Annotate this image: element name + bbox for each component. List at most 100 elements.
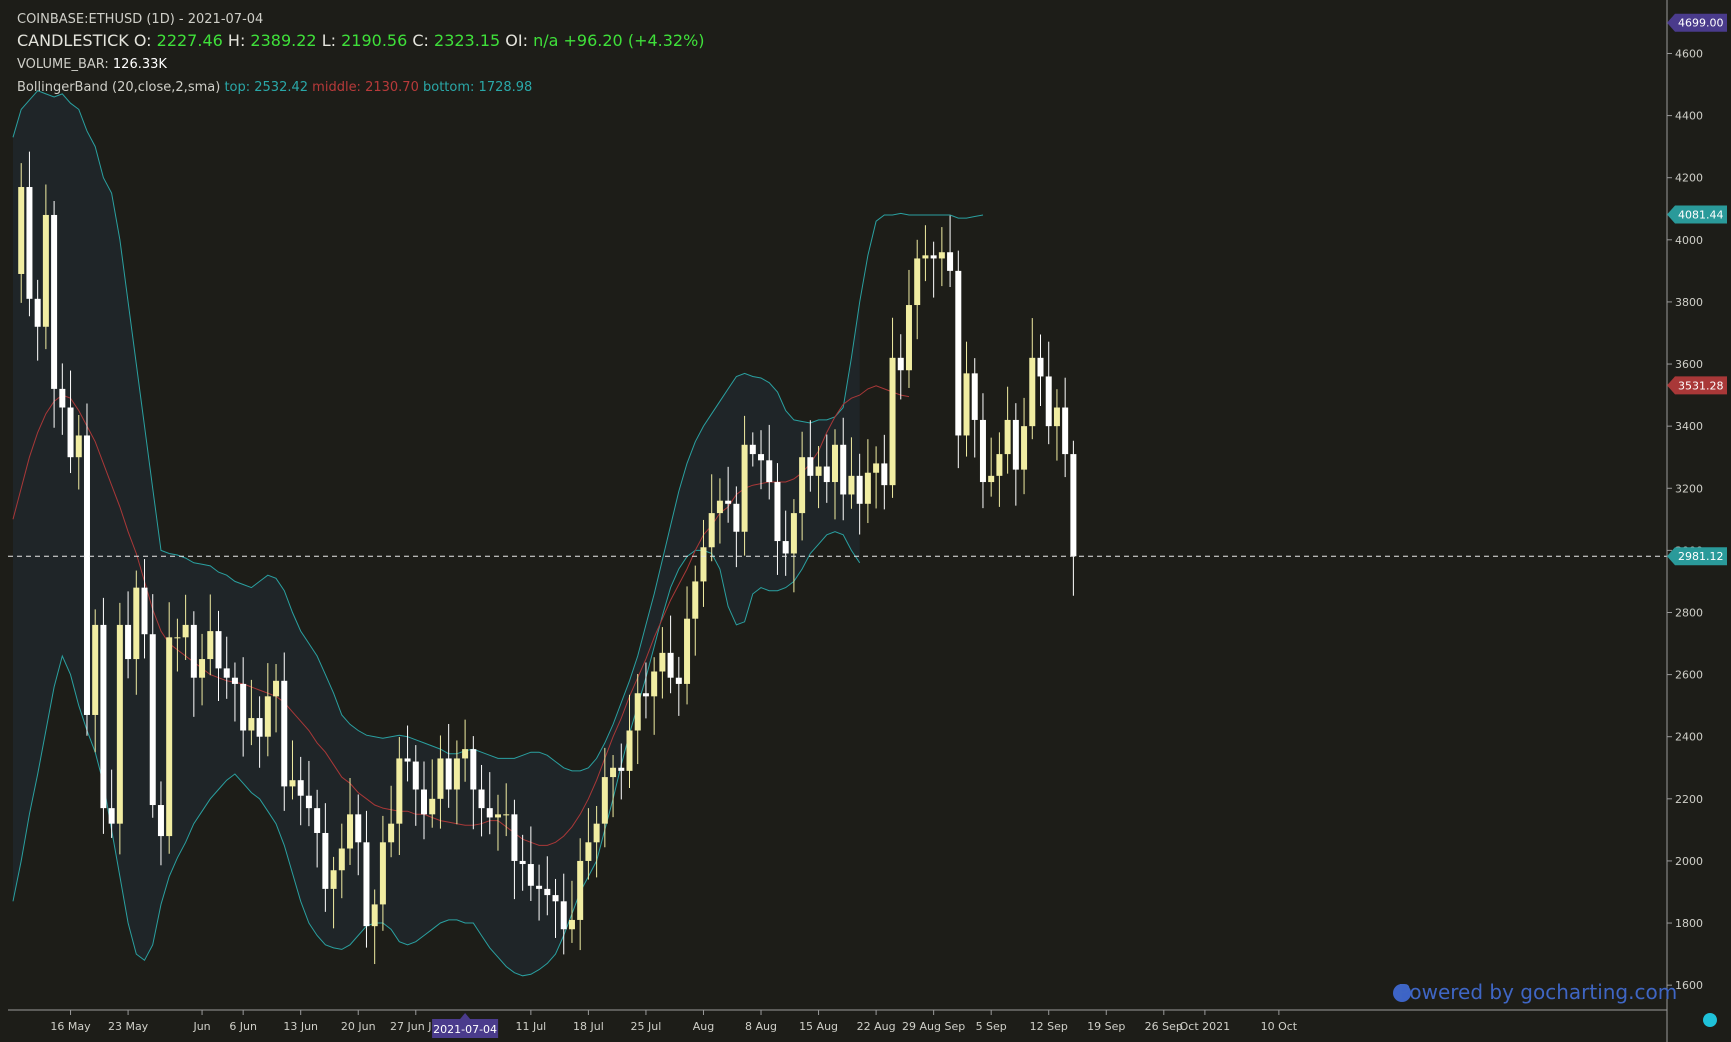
candle-body — [914, 258, 921, 306]
candle-body — [1012, 419, 1019, 470]
price-tick-label: 3800 — [1675, 296, 1703, 309]
candle-body — [182, 624, 189, 638]
candle-body — [856, 475, 863, 504]
oi-value: n/a — [533, 31, 559, 50]
candle-body — [445, 758, 452, 790]
candle-body — [955, 270, 962, 436]
time-tick-label: 29 Aug Sep — [902, 1020, 965, 1033]
change-value: +96.20 — [563, 31, 623, 50]
time-tick-label: Aug — [693, 1020, 714, 1033]
candle-body — [585, 842, 592, 861]
candle-body — [733, 503, 740, 532]
candle-body — [840, 444, 847, 495]
time-tick-label: 26 Sep — [1145, 1020, 1183, 1033]
candle-body — [996, 454, 1003, 476]
candle-body — [34, 298, 41, 327]
candle-body — [1070, 454, 1077, 557]
candle-body — [642, 693, 649, 697]
candle-body — [922, 255, 929, 259]
time-tick-label: 25 Jul — [631, 1020, 662, 1033]
candle-body — [199, 659, 206, 678]
close-label: C: — [412, 31, 429, 50]
candle-body — [971, 373, 978, 420]
candle-body — [421, 789, 427, 815]
candle-body — [848, 475, 855, 495]
bb-lower-line — [12, 531, 861, 977]
series-label: CANDLESTICK — [17, 31, 129, 50]
cursor-pointer — [460, 1013, 471, 1019]
volume-value: 126.33K — [112, 57, 167, 72]
price-tag — [1667, 376, 1727, 395]
candle-body — [873, 463, 880, 473]
candle-body — [766, 460, 773, 483]
candle-body — [864, 472, 871, 504]
candle-body — [404, 758, 411, 762]
time-tick-label: 20 Jun — [341, 1020, 376, 1033]
bb-top-label: top: — [224, 80, 251, 95]
candle-body — [881, 463, 888, 486]
oi-label: OI: — [505, 31, 528, 50]
candle-body — [322, 832, 329, 889]
price-tick-label: 4400 — [1675, 110, 1703, 123]
candle-body — [240, 683, 247, 731]
candle-body — [651, 671, 658, 697]
open-value: 2227.46 — [156, 31, 223, 50]
price-tick-label: 3400 — [1675, 420, 1703, 433]
candle-body — [667, 652, 674, 678]
time-tick-label: 10 Oct — [1261, 1020, 1298, 1033]
candle-body — [207, 631, 214, 660]
bb-middle-value: 2130.70 — [365, 80, 419, 95]
candle-body — [314, 808, 321, 833]
time-tick-label: 5 Sep — [976, 1020, 1007, 1033]
candle-body — [248, 718, 255, 731]
price-tick-label: 4600 — [1675, 47, 1703, 60]
candle-body — [396, 758, 403, 824]
candle-body — [437, 758, 444, 799]
candle-body — [379, 842, 386, 905]
candle-body — [486, 808, 493, 818]
candle-body — [930, 255, 937, 259]
candle-body — [453, 758, 460, 790]
candle-body — [215, 631, 222, 669]
candle-body — [601, 777, 608, 824]
price-tick-label: 2600 — [1675, 669, 1703, 682]
candle-body — [577, 860, 584, 920]
candle-body — [947, 252, 954, 271]
candle-body — [560, 901, 567, 930]
candle-body — [51, 214, 58, 389]
candle-body — [758, 454, 765, 461]
candle-body — [412, 761, 419, 790]
price-tag-label: 2981.12 — [1678, 550, 1724, 563]
candle-body — [166, 637, 173, 837]
candle-body — [470, 749, 477, 790]
time-tick-label: 23 May — [108, 1020, 149, 1033]
candle-body — [511, 814, 518, 861]
candle-body — [133, 587, 140, 660]
candle-body — [749, 444, 756, 455]
candle-body — [67, 407, 74, 458]
powered-by-watermark[interactable]: Powered by gocharting.com — [1398, 980, 1678, 1004]
volume-legend: VOLUME_BAR: 126.33K — [17, 57, 167, 72]
candle-body — [190, 624, 197, 678]
candle-body — [1021, 426, 1028, 470]
bb-middle-line — [12, 385, 910, 846]
candle-body — [897, 357, 904, 371]
candle-body — [388, 823, 395, 843]
candle-body — [1045, 376, 1052, 427]
candle-body — [83, 435, 90, 715]
candle-body — [281, 680, 288, 787]
candle-body — [355, 814, 362, 843]
high-value: 2389.22 — [250, 31, 317, 50]
candle-body — [741, 444, 748, 532]
candle-body — [26, 187, 33, 299]
time-tick-label: 11 Jul — [515, 1020, 546, 1033]
time-tick-label: 27 Jun Jul — [390, 1020, 441, 1033]
candle-body — [149, 634, 156, 806]
candle-body — [626, 730, 633, 771]
status-dot-icon[interactable] — [1703, 1013, 1717, 1027]
high-label: H: — [227, 31, 246, 50]
price-tag — [1667, 547, 1727, 566]
time-tick-label: 12 Sep — [1030, 1020, 1068, 1033]
candle-body — [1037, 357, 1044, 377]
